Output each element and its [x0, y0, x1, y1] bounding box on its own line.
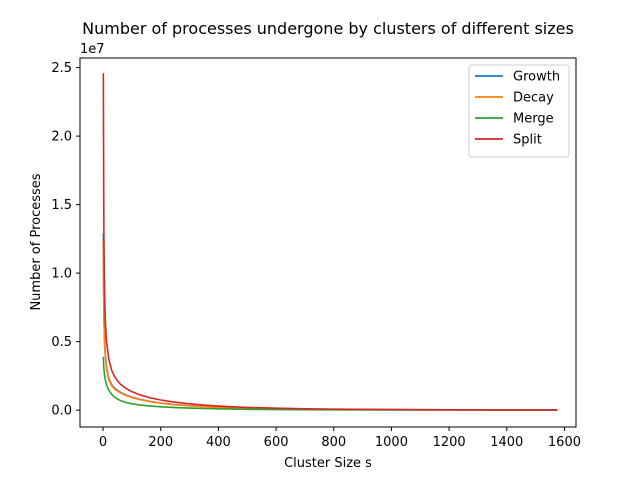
y-tick-label: 0.0 [51, 404, 72, 419]
x-tick-label: 200 [148, 435, 173, 450]
legend-label-split: Split [513, 133, 542, 148]
x-tick-label: 0 [99, 435, 107, 450]
x-tick-label: 600 [264, 435, 289, 450]
legend: Growth Decay Merge Split [468, 64, 570, 158]
series-line-split [102, 73, 558, 411]
x-tick-label: 1000 [375, 435, 408, 450]
series-group [102, 73, 558, 411]
y-tick-label: 0.5 [51, 335, 72, 350]
y-tick-label: 2.5 [51, 61, 72, 76]
x-tick-label: 800 [321, 435, 346, 450]
series-line-growth [102, 233, 558, 411]
series-line-merge [102, 356, 558, 411]
y-tick-label: 1.5 [51, 198, 72, 213]
x-axis: 0 200 400 600 800 1000 1200 1400 1600 [99, 427, 581, 450]
x-tick-label: 1200 [433, 435, 466, 450]
chart-title: Number of processes undergone by cluster… [82, 19, 574, 38]
x-tick-label: 1600 [548, 435, 581, 450]
y-axis: 0.0 0.5 1.0 1.5 2.0 2.5 [51, 61, 80, 419]
y-axis-label: Number of Processes [29, 173, 44, 310]
x-tick-label: 1400 [490, 435, 523, 450]
x-tick-label: 400 [206, 435, 231, 450]
plot-frame [79, 57, 577, 428]
legend-box [468, 64, 570, 158]
y-tick-label: 1.0 [51, 267, 72, 282]
legend-label-merge: Merge [513, 112, 554, 127]
legend-label-decay: Decay [513, 91, 554, 106]
series-line-decay [102, 240, 558, 411]
y-tick-label: 2.0 [51, 130, 72, 145]
legend-label-growth: Growth [513, 70, 560, 85]
y-offset-label: 1e7 [80, 42, 105, 57]
x-axis-label: Cluster Size s [284, 456, 372, 471]
